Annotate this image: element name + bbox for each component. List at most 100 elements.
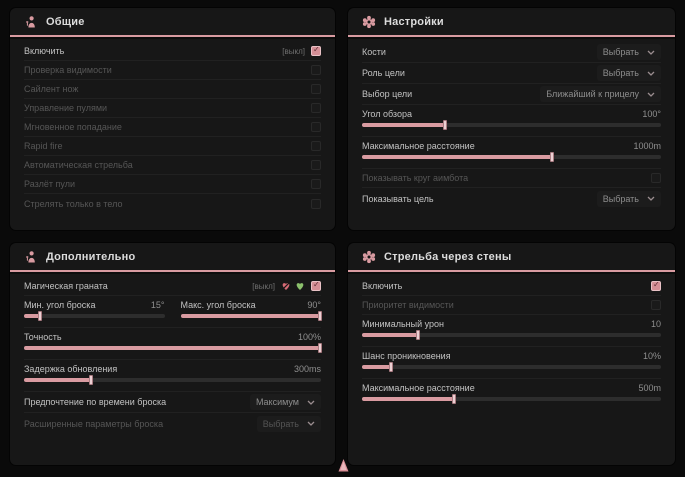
slider-row: Мин. угол броска 15°	[24, 296, 165, 327]
panel-header: Общие	[10, 8, 335, 37]
toggle-row: Показывать круг аимбота	[362, 169, 661, 188]
hotkey-badge[interactable]: [выкл]	[252, 281, 275, 291]
slider-thumb[interactable]	[318, 343, 322, 353]
row-label: Включить	[24, 46, 65, 56]
slider-thumb[interactable]	[550, 152, 555, 162]
checkbox-unchecked[interactable]	[311, 103, 321, 113]
slider-track[interactable]	[362, 120, 661, 130]
checkbox-checked[interactable]	[651, 280, 661, 291]
panel-title: Стрельба через стены	[384, 251, 512, 263]
slider-thumb[interactable]	[318, 311, 322, 321]
dropdown-value: Максимум	[255, 397, 299, 407]
dropdown-select[interactable]: Максимум	[249, 394, 321, 410]
slider-fill	[362, 333, 419, 337]
checkbox-unchecked[interactable]	[311, 160, 321, 170]
slider-row: Максимальное расстояние 1000m	[362, 137, 661, 169]
heart-crossed-icon[interactable]	[281, 281, 291, 291]
slider-fill	[362, 155, 554, 159]
checkbox-unchecked[interactable]	[311, 141, 321, 151]
slider-fill	[24, 378, 93, 382]
row-label: Rapid fire	[24, 141, 63, 151]
row-label: Угол обзора	[362, 109, 412, 119]
toggle-row: Стрелять только в тело	[24, 194, 321, 213]
mouse-cursor	[338, 459, 349, 472]
row-label: Показывать цель	[362, 193, 434, 204]
slider-value: 100°	[642, 109, 661, 119]
toggle-row: Автоматическая стрельба	[24, 156, 321, 175]
dropdown-select[interactable]: Выбрать	[256, 415, 321, 432]
row-label: Показывать круг аимбота	[362, 173, 469, 183]
checkbox-unchecked[interactable]	[311, 84, 321, 94]
slider-track[interactable]	[180, 311, 322, 321]
slider-fill	[180, 314, 321, 318]
dropdown-row: Роль цели Выбрать	[362, 63, 661, 84]
slider-track[interactable]	[362, 362, 661, 372]
dropdown-value: Ближайший к прицелу	[546, 89, 639, 99]
dropdown-select[interactable]: Выбрать	[596, 190, 661, 207]
dropdown-row: Показывать цель Выбрать	[362, 188, 661, 209]
row-label: Минимальный урон	[362, 319, 445, 329]
row-label: Сайлент нож	[24, 84, 79, 94]
panel-title: Дополнительно	[46, 251, 136, 263]
slider-track[interactable]	[362, 152, 661, 162]
chevron-down-icon	[647, 196, 655, 201]
slider-thumb[interactable]	[451, 394, 456, 404]
slider-fill	[24, 314, 41, 318]
slider-thumb[interactable]	[89, 375, 94, 385]
person-icon	[24, 15, 38, 29]
person-icon	[24, 250, 38, 264]
checkbox-unchecked[interactable]	[311, 65, 321, 75]
row-label: Магическая граната	[24, 281, 108, 291]
row-label: Расширенные параметры броска	[24, 418, 164, 429]
gear-icon	[362, 15, 376, 29]
dropdown-select[interactable]: Выбрать	[596, 65, 661, 81]
slider-track[interactable]	[362, 330, 661, 340]
row-label: Макс. угол броска	[180, 300, 256, 310]
slider-fill	[362, 365, 392, 369]
row-label: Стрелять только в тело	[24, 198, 123, 209]
checkbox-unchecked[interactable]	[651, 300, 661, 310]
slider-thumb[interactable]	[388, 362, 393, 372]
chevron-down-icon	[307, 400, 315, 405]
dropdown-value: Выбрать	[262, 418, 299, 429]
row-label: Мин. угол броска	[24, 300, 96, 310]
slider-row: Задержка обновления 300ms	[24, 360, 321, 392]
gear-icon	[362, 250, 376, 264]
heart-icon[interactable]	[295, 281, 305, 291]
row-label: Разлёт пули	[24, 179, 75, 189]
dropdown-select[interactable]: Ближайший к прицелу	[540, 86, 661, 102]
hotkey-badge[interactable]: [выкл]	[282, 46, 305, 56]
row-label: Проверка видимости	[24, 65, 112, 75]
chevron-down-icon	[647, 50, 655, 55]
checkbox-unchecked[interactable]	[311, 179, 321, 189]
slider-value: 10%	[642, 351, 661, 361]
slider-row: Шанс проникновения 10%	[362, 347, 661, 379]
checkbox-unchecked[interactable]	[311, 198, 321, 209]
checkbox-checked[interactable]	[311, 45, 321, 56]
slider-track[interactable]	[24, 311, 165, 321]
slider-track[interactable]	[24, 343, 322, 353]
checkbox-checked[interactable]	[311, 280, 321, 291]
panel-title: Настройки	[384, 16, 444, 28]
row-label: Шанс проникновения	[362, 351, 451, 361]
row-label: Максимальное расстояние	[362, 383, 475, 393]
slider-value: 500m	[638, 383, 661, 393]
toggle-row: Проверка видимости	[24, 61, 321, 80]
slider-track[interactable]	[362, 394, 661, 404]
chevron-down-icon	[647, 71, 655, 76]
slider-value: 100%	[297, 332, 321, 342]
checkbox-unchecked[interactable]	[311, 122, 321, 132]
dropdown-value: Выбрать	[602, 193, 639, 204]
checkbox-unchecked[interactable]	[651, 173, 661, 183]
slider-value: 1000m	[633, 141, 661, 151]
toggle-row: Магическая граната [выкл]	[24, 277, 321, 296]
panel-additional: Дополнительно Магическая граната [выкл] Мин…	[10, 243, 335, 465]
slider-thumb[interactable]	[415, 330, 420, 340]
dropdown-select[interactable]: Выбрать	[596, 44, 661, 60]
slider-thumb[interactable]	[37, 311, 42, 321]
slider-thumb[interactable]	[442, 120, 447, 130]
slider-value: 300ms	[293, 364, 321, 374]
slider-track[interactable]	[24, 375, 321, 385]
dropdown-row: Предпочтение по времени броска Максимум	[24, 392, 321, 413]
dropdown-row: Кости Выбрать	[362, 42, 661, 63]
